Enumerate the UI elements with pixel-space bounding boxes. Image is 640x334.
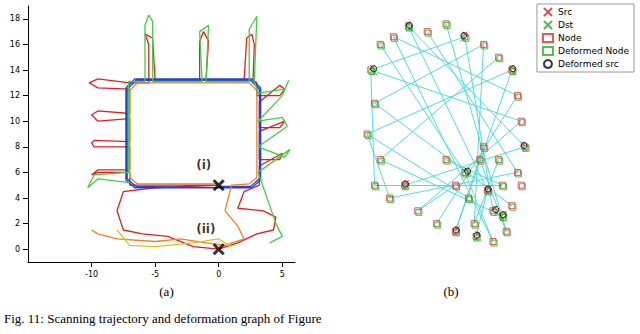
svg-text:-10: -10: [85, 270, 98, 279]
svg-text:2: 2: [15, 219, 20, 228]
svg-text:Deformed Node: Deformed Node: [558, 46, 630, 56]
svg-text:-5: -5: [151, 270, 159, 279]
svg-text:16: 16: [10, 40, 20, 49]
svg-text:Dst: Dst: [558, 20, 574, 30]
svg-text:8: 8: [15, 142, 20, 151]
svg-text:Fig. 11: Scanning trajectory a: Fig. 11: Scanning trajectory and deforma…: [4, 311, 322, 326]
svg-text:(ii): (ii): [196, 222, 215, 236]
svg-text:0: 0: [15, 245, 20, 254]
svg-text:(b): (b): [443, 284, 458, 299]
svg-text:6: 6: [15, 168, 20, 177]
svg-text:10: 10: [10, 117, 20, 126]
svg-text:Deformed src: Deformed src: [558, 59, 619, 69]
svg-text:14: 14: [10, 66, 20, 75]
svg-text:(i): (i): [196, 158, 211, 172]
svg-text:Node: Node: [558, 33, 582, 43]
svg-text:4: 4: [15, 194, 20, 203]
svg-text:Src: Src: [558, 7, 572, 17]
svg-text:18: 18: [10, 14, 20, 23]
svg-text:5: 5: [280, 270, 285, 279]
svg-text:(a): (a): [159, 284, 173, 299]
svg-text:12: 12: [10, 91, 20, 100]
svg-text:0: 0: [216, 270, 221, 279]
